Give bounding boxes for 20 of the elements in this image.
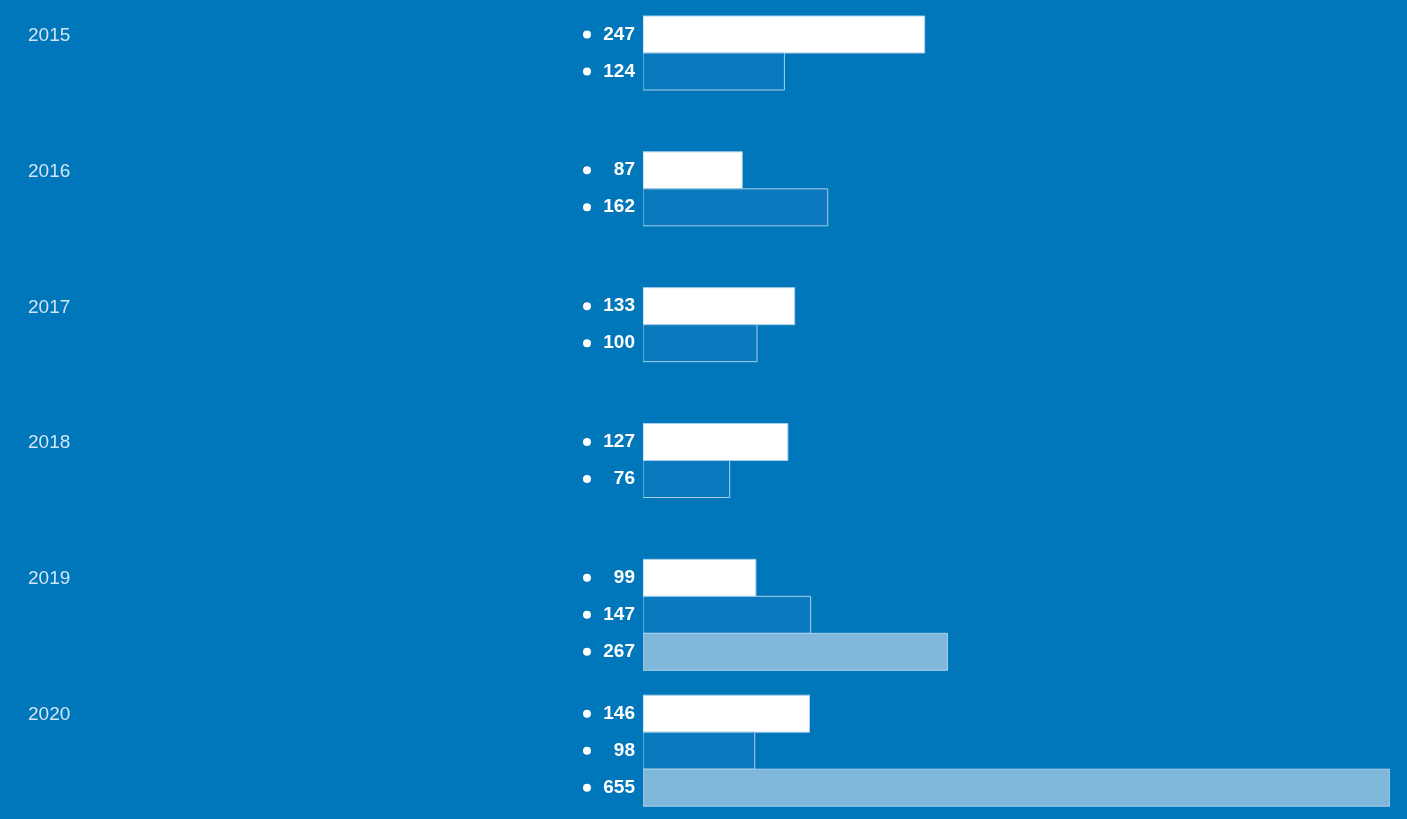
data-label: 247	[603, 22, 635, 44]
data-label: 87	[613, 158, 635, 180]
data-label: 127	[603, 430, 635, 452]
data-label: 162	[603, 195, 635, 217]
y-tick-label: 2016	[28, 159, 71, 181]
y-tick-label: 2018	[28, 431, 71, 453]
data-label: 76	[613, 467, 635, 489]
data-label: 133	[603, 294, 635, 316]
data-label: 99	[613, 565, 635, 587]
data-label: 98	[613, 738, 635, 760]
y-tick-label: 2019	[28, 567, 71, 589]
data-label: 267	[603, 639, 635, 661]
data-label: 146	[603, 701, 635, 723]
y-tick-label: 2015	[28, 23, 71, 45]
y-tick-label: 2020	[28, 703, 71, 725]
data-label: 100	[603, 331, 635, 353]
data-label: 655	[603, 775, 636, 797]
data-label: 147	[603, 602, 635, 624]
data-label: 124	[603, 59, 636, 81]
y-tick-label: 2017	[28, 295, 71, 317]
